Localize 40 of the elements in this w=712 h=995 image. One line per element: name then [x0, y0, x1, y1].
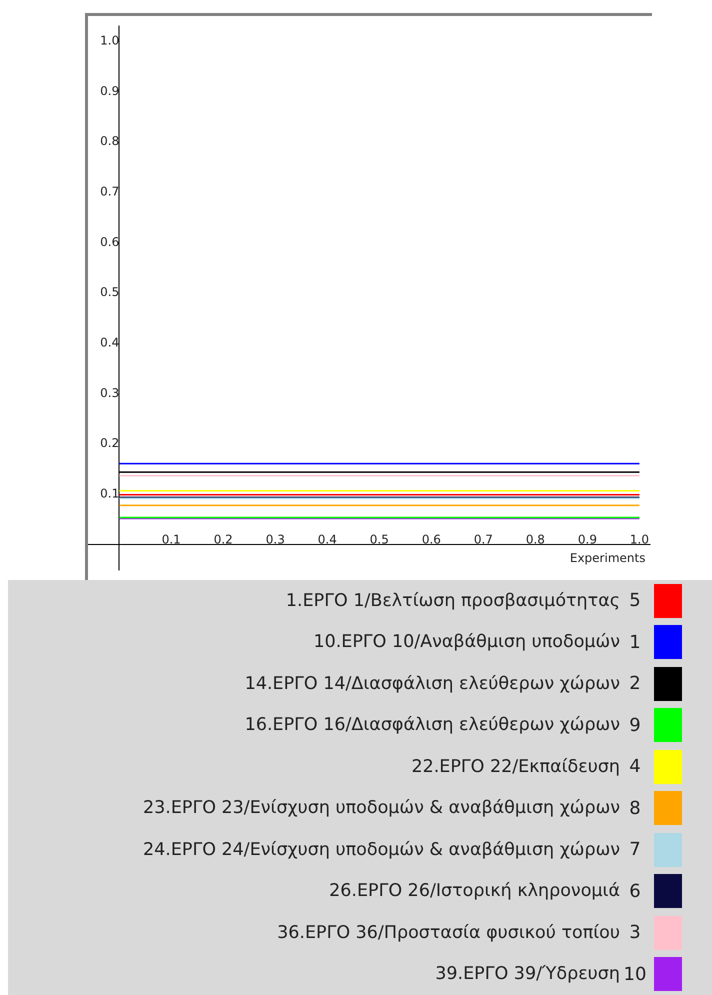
text: 8	[628, 798, 642, 819]
x-tick-label: 0.6	[422, 532, 441, 547]
y-tick-label: 0.9	[100, 84, 120, 98]
legend-label: 36.ΕΡΓΟ 36/Προστασία φυσικού τοπίου	[276, 922, 620, 943]
y-tick-label: 0.3	[100, 386, 120, 400]
text: 1	[628, 632, 642, 653]
text: 10	[622, 964, 648, 985]
legend-label: 1.ΕΡΓΟ 1/Βελτίωση προσβασιμότητας	[284, 590, 620, 611]
text: 6	[628, 880, 642, 902]
y-tick-label: 0.2	[100, 436, 120, 450]
legend-label: 14.ΕΡΓΟ 14/Διασφάλιση ελεύθερων χώρων	[244, 674, 620, 694]
y-tick-label: 0.1	[100, 486, 120, 500]
legend-label: 16.ΕΡΓΟ 16/Διασφάλιση ελεύθερων χώρων	[244, 715, 620, 736]
text: 5	[628, 590, 642, 612]
x-tick-label: 0.8	[526, 532, 545, 547]
text: 4	[628, 756, 642, 778]
text: 3	[628, 922, 642, 944]
y-tick-label: 0.5	[100, 285, 120, 300]
x-tick-label: 0.2	[214, 532, 233, 547]
x-tick-label: 1.0	[630, 532, 650, 547]
x-tick-label: 0.3	[266, 532, 285, 547]
y-tick-label: 0.8	[100, 134, 120, 148]
text: 7	[628, 839, 642, 860]
text: 9	[628, 714, 642, 736]
y-tick-label: 0.6	[100, 234, 120, 249]
text: 2	[628, 673, 642, 694]
x-tick-label: 0.1	[162, 532, 181, 547]
x-tick-label: 0.7	[474, 532, 493, 547]
legend-label: 39.ΕΡΓΟ 39/Ύδρευση	[434, 964, 620, 984]
legend-label: 22.ΕΡΓΟ 22/Εκπαίδευση	[410, 756, 620, 777]
legend-label: 23.ΕΡΓΟ 23/Ενίσχυση υποδομών & αναβάθμιση χώρων	[142, 798, 620, 818]
x-tick-label: 0.9	[578, 532, 597, 547]
legend-label: 24.ΕΡΓΟ 24/Ενίσχυση υποδομών & αναβάθμιση χώρων	[142, 840, 620, 860]
y-tick-label: 0.7	[100, 184, 120, 198]
y-tick-label: 1.0	[100, 33, 120, 48]
legend-label: 10.ΕΡΓΟ 10/Αναβάθμιση υποδομών	[312, 632, 620, 652]
legend-label: 26.ΕΡΓΟ 26/Ιστορική κληρονομιά	[328, 881, 620, 902]
x-axis-title: Experiments	[570, 550, 646, 565]
x-tick-label: 0.5	[370, 532, 389, 547]
x-tick-label: 0.4	[318, 532, 337, 547]
